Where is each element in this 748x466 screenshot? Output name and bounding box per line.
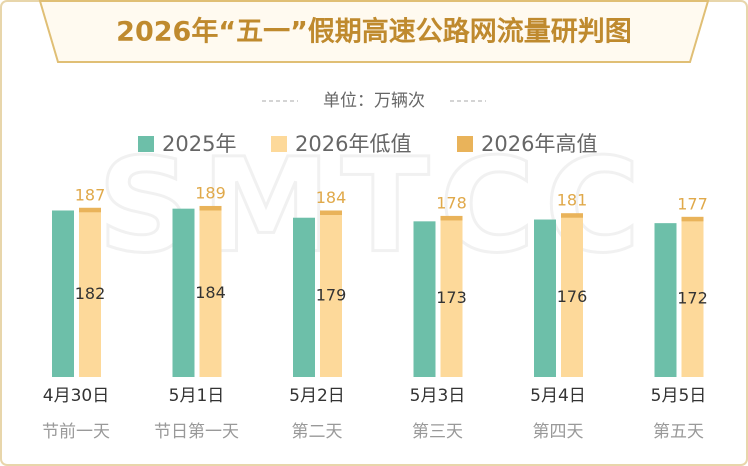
bar <box>561 217 583 377</box>
bar <box>654 223 677 377</box>
x-tick-label: 5月2日 <box>289 386 345 406</box>
x-tick-label: 5月5日 <box>651 386 707 406</box>
legend-swatch <box>138 136 154 152</box>
bar <box>172 208 195 377</box>
bar <box>52 210 74 377</box>
bar <box>534 219 556 377</box>
value-label: 184 <box>316 188 347 207</box>
value-label: 173 <box>436 288 467 307</box>
value-label: 177 <box>677 194 708 213</box>
bar <box>681 221 704 377</box>
bar <box>440 220 463 377</box>
x-tick-label: 4月30日 <box>43 386 109 406</box>
value-label: 189 <box>195 183 226 202</box>
x-tick-label: 5月1日 <box>169 386 225 406</box>
bar <box>79 212 101 377</box>
legend-swatch <box>271 136 287 152</box>
bar <box>199 210 222 377</box>
value-label: 178 <box>436 193 467 212</box>
value-label: 181 <box>557 191 588 210</box>
x-tick-label: 5月3日 <box>410 386 466 406</box>
legend-label: 2026年低值 <box>295 132 411 156</box>
legend-label: 2026年高值 <box>481 132 597 156</box>
x-tick-sublabel: 第四天 <box>533 422 584 442</box>
value-label: 187 <box>75 185 106 204</box>
x-tick-label: 5月4日 <box>530 386 586 406</box>
chart-title: 2026年“五一”假期高速公路网流量研判图 <box>116 16 632 48</box>
x-tick-sublabel: 节日第一天 <box>154 422 239 442</box>
subtitle: 单位：万辆次 <box>323 91 425 111</box>
value-label: 184 <box>195 283 226 302</box>
x-tick-sublabel: 节前一天 <box>42 422 110 442</box>
x-tick-sublabel: 第三天 <box>412 422 463 442</box>
title-box <box>38 0 710 63</box>
bar <box>320 215 342 377</box>
value-label: 182 <box>75 284 106 303</box>
value-label: 176 <box>557 287 588 306</box>
value-label: 172 <box>677 289 708 308</box>
bar <box>293 217 315 377</box>
x-tick-sublabel: 第二天 <box>292 422 343 442</box>
legend-label: 2025年 <box>162 132 236 156</box>
value-label: 179 <box>316 286 347 305</box>
x-tick-sublabel: 第五天 <box>653 422 704 442</box>
legend-swatch <box>457 136 473 152</box>
bar <box>413 221 436 377</box>
